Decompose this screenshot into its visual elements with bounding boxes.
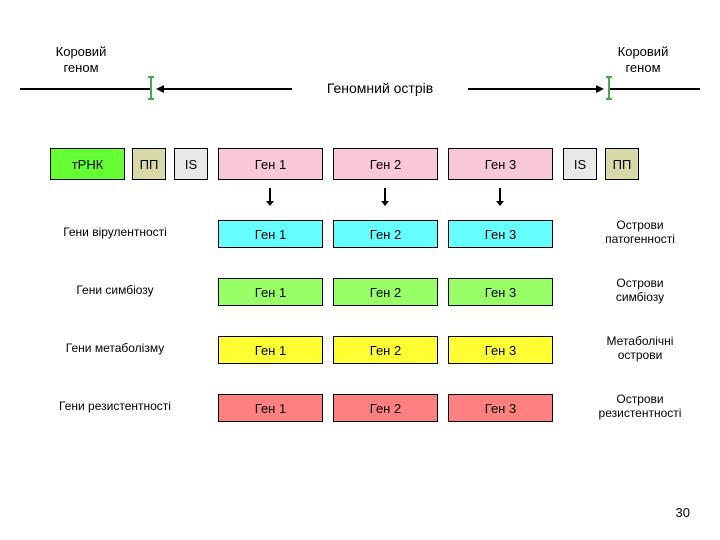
genomic-island-label: Геномний острів (290, 80, 470, 97)
pp-right-box: ПП (605, 148, 639, 180)
row1-right-label: Островипатогенності (580, 218, 700, 247)
island-line-left (164, 88, 292, 90)
row1-g1: Ген 1 (218, 220, 323, 248)
core-right-line2: геном (625, 60, 660, 75)
row1-g2: Ген 2 (333, 220, 438, 248)
page-number: 30 (676, 505, 690, 520)
row4-g2: Ген 2 (333, 394, 438, 422)
row4-g3: Ген 3 (448, 394, 553, 422)
arrow-down-3 (499, 188, 501, 202)
row2-g3: Ген 3 (448, 278, 553, 306)
row3-g1: Ген 1 (218, 336, 323, 364)
island-line-right (468, 88, 596, 90)
gene1-top-box: Ген 1 (218, 148, 323, 180)
row2-left-label: Гени симбіозу (40, 283, 190, 297)
row1-g3: Ген 3 (448, 220, 553, 248)
core-line-right (610, 88, 700, 90)
core-right-line1: Коровий (618, 44, 669, 59)
gene2-top-box: Ген 2 (333, 148, 438, 180)
trna-box: тРНК (50, 148, 125, 180)
is-left-box: IS (174, 148, 208, 180)
bracket-right (608, 76, 610, 100)
row2-g2: Ген 2 (333, 278, 438, 306)
core-genome-left-label: Коровий геном (36, 44, 126, 75)
row4-right-label: Островирезистентності (580, 392, 700, 421)
core-left-line1: Коровий (56, 44, 107, 59)
row4-left-label: Гени резистентності (40, 399, 190, 413)
core-left-line2: геном (63, 60, 98, 75)
bracket-left (150, 76, 152, 100)
core-line-left (20, 88, 150, 90)
arrow-down-1 (269, 188, 271, 202)
is-right-box: IS (563, 148, 597, 180)
row2-right-label: Островисимбіозу (580, 276, 700, 305)
row2-g1: Ген 1 (218, 278, 323, 306)
arrow-down-2 (384, 188, 386, 202)
row3-right-label: Метаболічніострови (580, 334, 700, 363)
pp-left-box: ПП (132, 148, 166, 180)
row3-left-label: Гени метаболізму (40, 341, 190, 355)
core-genome-right-label: Коровий геном (598, 44, 688, 75)
island-arrow-right (596, 85, 604, 93)
island-arrow-left (156, 85, 164, 93)
row4-g1: Ген 1 (218, 394, 323, 422)
row3-g2: Ген 2 (333, 336, 438, 364)
row1-left-label: Гени вірулентності (40, 225, 190, 239)
gene3-top-box: Ген 3 (448, 148, 553, 180)
row3-g3: Ген 3 (448, 336, 553, 364)
